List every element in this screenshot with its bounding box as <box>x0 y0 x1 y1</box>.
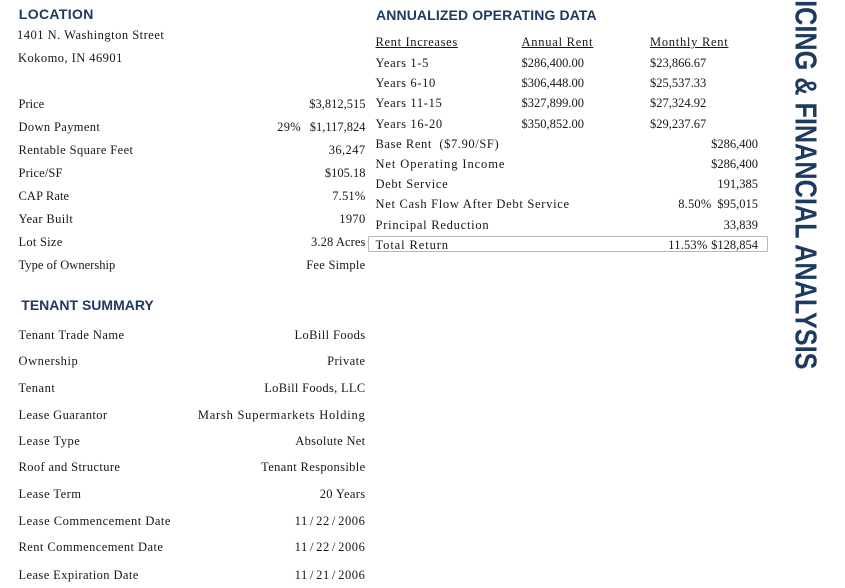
svg-text:PRICING & FINANCIAL ANALYSIS: PRICING & FINANCIAL ANALYSIS <box>789 0 823 370</box>
